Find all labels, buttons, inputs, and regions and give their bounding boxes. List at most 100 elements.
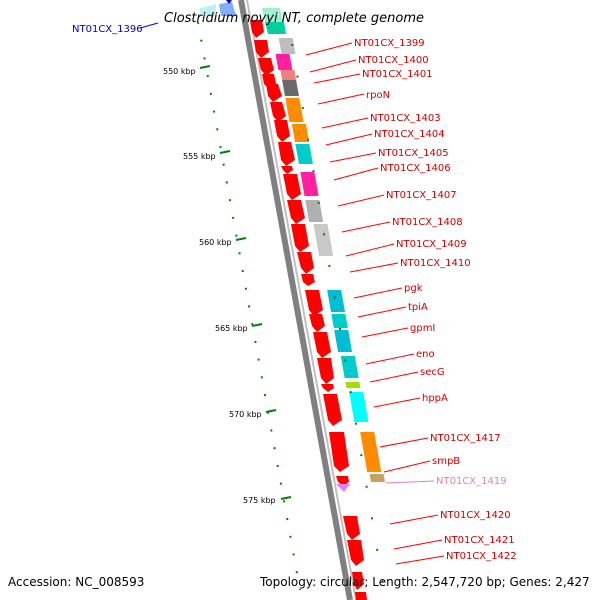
gene-label[interactable]: NT01CX_1422 [446,551,517,562]
leader-line [379,437,429,448]
gene-label[interactable]: NT01CX_1419 [436,476,507,487]
cog-block [280,70,297,80]
gene-label[interactable]: NT01CX_1407 [386,190,457,201]
leader-line [373,397,421,408]
cog-block [340,356,359,378]
leader-line [313,73,361,84]
cds-arrow [250,20,264,38]
gene-label[interactable]: pgk [404,283,423,294]
leader-line [385,480,435,484]
gene-label[interactable]: secG [420,367,445,378]
cog-track [275,38,385,492]
leader-line [329,152,377,163]
cds-arrow [305,290,323,316]
leader-line [357,306,407,318]
gene-label[interactable]: NT01CX_1399 [354,38,425,49]
kbp-label-560: 560 kbp [199,238,232,247]
cog-block [327,290,346,312]
cog-block [282,80,299,96]
kbp-tick [280,496,292,500]
kbp-labels: 550 kbp 555 kbp 560 kbp 565 kbp 570 kbp … [163,67,276,505]
feature-top-3 [226,0,232,4]
gene-label-leaders [139,22,445,565]
kbp-tick [265,409,277,413]
cog-block [334,330,353,352]
leader-line [365,353,415,365]
gene-label[interactable]: NT01CX_1420 [440,510,511,521]
cds-arrow [274,120,290,142]
kbp-label-565: 565 kbp [215,324,248,333]
leader-line [393,539,443,550]
leader-line [383,460,431,473]
gene-label[interactable]: NT01CX_1404 [374,129,445,140]
cds-arrow [317,358,334,384]
kbp-tick [219,150,231,154]
cds-arrow [343,516,360,540]
cds-arrow [270,102,286,122]
gene-label[interactable]: NT01CX_1400 [358,55,429,66]
backbone-line [238,0,353,600]
cog-block [285,98,304,122]
gene-label[interactable]: NT01CX_1403 [370,113,441,124]
gene-labels: NT01CX_1396 NT01CX_1399 NT01CX_1400 NT01… [72,24,517,562]
top-features [200,0,286,34]
feature-top-5 [265,22,286,34]
cog-block [278,38,296,54]
kbp-label-575: 575 kbp [243,496,276,505]
gene-label[interactable]: NT01CX_1396 [72,24,143,35]
genome-summary-text: Topology: circular; Length: 2,547,720 bp… [259,575,590,589]
kbp-dots-left [197,21,301,591]
gene-label[interactable]: NT01CX_1410 [400,258,471,269]
gene-label[interactable]: NT01CX_1405 [378,148,449,159]
cog-block [305,200,324,222]
gene-label[interactable]: NT01CX_1406 [380,163,451,174]
kbp-tick [199,65,211,69]
leader-line [139,22,159,29]
accession-text: Accession: NC_008593 [8,575,144,589]
leader-line [349,262,399,273]
feature-top-4 [262,8,283,22]
leader-line [321,117,369,129]
backbone-highlight [246,0,357,600]
gene-label[interactable]: tpiA [408,302,428,313]
leader-line [345,243,395,257]
gene-label[interactable]: NT01CX_1408 [392,217,463,228]
cds-arrow [355,592,367,600]
cds-arrow [347,540,364,566]
gene-label[interactable]: eno [416,349,435,360]
cds-arrow [278,142,295,166]
cds-arrow [287,200,305,224]
feature-top-2 [219,2,236,16]
gene-label[interactable]: NT01CX_1421 [444,535,515,546]
feature-top-1 [200,4,216,16]
cds-arrow [283,174,301,200]
gene-label[interactable]: NT01CX_1417 [430,433,501,444]
kbp-label-555: 555 kbp [183,152,216,161]
gene-label[interactable]: NT01CX_1401 [362,69,433,80]
cds-arrow [336,476,349,486]
cds-arrow [297,252,314,274]
leader-line [361,327,409,338]
cog-block [349,392,369,422]
cds-arrow [254,40,269,58]
cds-arrow [266,84,282,102]
cds-arrow [323,394,342,426]
cog-block [295,144,313,164]
cds-arrow [313,332,331,358]
cds-arrow [329,432,349,472]
leader-line [317,93,365,105]
gene-label[interactable]: smpB [432,456,460,467]
leader-line [369,371,419,383]
leader-line [325,133,373,146]
gene-label[interactable]: gpmI [410,323,435,334]
cds-arrow [258,58,274,76]
gene-label[interactable]: NT01CX_1409 [396,239,467,250]
cog-marker [336,484,350,492]
cog-block [291,124,310,142]
cog-block [275,54,293,70]
gene-label[interactable]: rpoN [366,90,390,101]
gene-label[interactable]: hppA [422,393,448,404]
kbp-label-550: 550 kbp [163,67,196,76]
